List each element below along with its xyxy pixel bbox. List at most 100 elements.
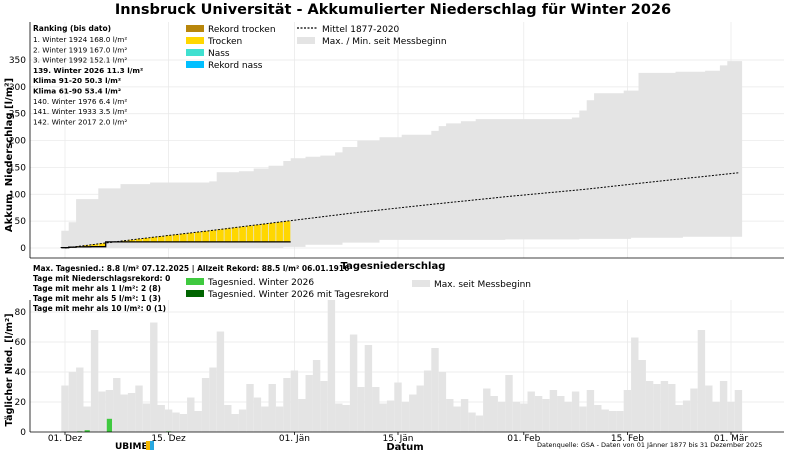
daily-max-bar (483, 388, 491, 432)
daily-max-bar (505, 375, 513, 432)
accum-bar-trocken (172, 234, 180, 242)
daily-max-bar (594, 405, 602, 432)
daily-max-bar (460, 399, 469, 432)
ranking-line: 1. Winter 1924 168.0 l/m² (33, 35, 127, 44)
accum-bar-trocken (268, 222, 276, 242)
top-ytick-label: 350 (9, 56, 26, 66)
daily-max-bar (231, 414, 239, 432)
daily-max-bar (83, 406, 91, 432)
daily-max-bar (631, 337, 639, 432)
daily-max-bar (298, 399, 306, 432)
accum-bar-trocken (98, 243, 106, 247)
daily-max-bar (357, 387, 365, 432)
daily-max-bar (105, 390, 114, 432)
daily-max-bar (283, 378, 291, 432)
bottom-ytick-label: 60 (15, 338, 27, 348)
stats-line-4: Tage mit mehr als 5 l/m²: 1 (3) (33, 294, 161, 303)
daily-max-bar (327, 300, 336, 432)
daily-max-bar (542, 399, 550, 432)
daily-max-bar (320, 381, 328, 432)
accum-bar-trocken (157, 236, 165, 242)
daily-max-bar (653, 384, 661, 432)
daily-max-bar (586, 390, 595, 432)
ranking-line: Klima 91-20 50.3 l/m² (33, 76, 121, 85)
bottom-ytick-label: 20 (15, 398, 27, 408)
daily-max-bar (61, 385, 69, 432)
daily-max-bar (423, 370, 432, 432)
daily-max-bar (401, 402, 410, 432)
daily-max-bar (601, 409, 609, 432)
daily-max-bar (475, 415, 484, 432)
daily-max-bar (187, 397, 195, 432)
daily-max-bar (268, 384, 276, 432)
legend-swatch-trocken (186, 37, 204, 44)
accum-bar-trocken (254, 224, 261, 242)
daily-max-bar (349, 334, 358, 432)
daily-max-bar (727, 402, 735, 432)
top-ytick-label: 100 (9, 190, 26, 200)
daily-max-bar (668, 384, 676, 432)
bottom-ytick-label: 40 (15, 368, 27, 378)
accum-bar-trocken (135, 238, 143, 242)
daily-max-bar (616, 411, 624, 432)
daily-max-bar (216, 331, 225, 432)
daily-max-bar (409, 394, 417, 432)
daily-max-bar (113, 378, 121, 432)
daily-max-bar (164, 409, 173, 432)
bottom-title: Tagesniederschlag (341, 261, 446, 272)
daily-max-bar (379, 403, 387, 432)
accum-bar-trocken (187, 232, 195, 242)
daily-max-bar (734, 390, 743, 432)
top-y-axis-label: Akkum. Niederschlag [l/m²] (4, 78, 15, 232)
legend-swatch-rekord-nass (186, 61, 204, 68)
top-axes: 0 50 100 150 200 250 300 350 Akkum. Niederschlag… (4, 22, 784, 259)
daily-max-bar (246, 384, 254, 432)
accum-bar-trocken (217, 229, 224, 242)
accum-bar-trocken (83, 245, 91, 247)
bottom-legend: Tagesnied. Winter 2026 Tagesnied. Winter… (186, 278, 531, 300)
accum-bar-trocken (246, 225, 254, 242)
envelope-max-min (61, 61, 743, 248)
daily-max-bar (224, 405, 232, 432)
x-axis-label: Datum (386, 442, 423, 452)
accum-bar-trocken (231, 227, 239, 242)
daily-winter2026-bar (106, 418, 112, 432)
legend-label-mittel: Mittel 1877-2020 (322, 25, 400, 35)
daily-max-bar (135, 385, 143, 432)
accum-bar-trocken (261, 223, 269, 242)
daily-max-bar (690, 388, 698, 432)
daily-max-bar (68, 372, 77, 432)
daily-max-bar (290, 370, 299, 432)
daily-winter2026-bar (84, 430, 90, 432)
daily-max-bar (120, 394, 128, 432)
daily-max-bar (557, 396, 565, 432)
daily-max-bar (238, 409, 247, 432)
logo-block-1 (146, 441, 150, 450)
accum-bar-trocken (224, 228, 232, 242)
top-ytick-label: 300 (9, 83, 26, 93)
daily-max-bar (579, 406, 587, 432)
daily-max-bar (305, 375, 313, 432)
daily-max-bar (512, 402, 521, 432)
daily-max-bar (157, 405, 165, 432)
daily-max-bar (520, 403, 528, 432)
accum-line-winter2026 (60, 241, 291, 249)
daily-max-bar (127, 393, 136, 432)
ranking-line: 140. Winter 1976 6.4 l/m² (33, 97, 127, 106)
ranking-header: Ranking (bis dato) (33, 24, 111, 33)
daily-max-bar (98, 391, 106, 432)
ranking-line: 141. Winter 1933 3.5 l/m² (33, 107, 127, 116)
daily-max-bar (253, 397, 262, 432)
daily-max-bar (172, 412, 180, 432)
daily-max-bar (564, 402, 572, 432)
daily-max-bar (394, 382, 402, 432)
bottom-xtick-label: 15. Feb (611, 434, 644, 444)
daily-max-bar (194, 411, 202, 432)
accum-bar-trocken (209, 230, 217, 242)
legend-label-maxmin: Max. / Min. seit Messbeginn (322, 37, 447, 47)
daily-max-bar (438, 372, 447, 432)
stats-line-2: Tage mit Niederschlagsrekord: 0 (33, 274, 170, 283)
top-ytick-label: 250 (9, 110, 26, 120)
